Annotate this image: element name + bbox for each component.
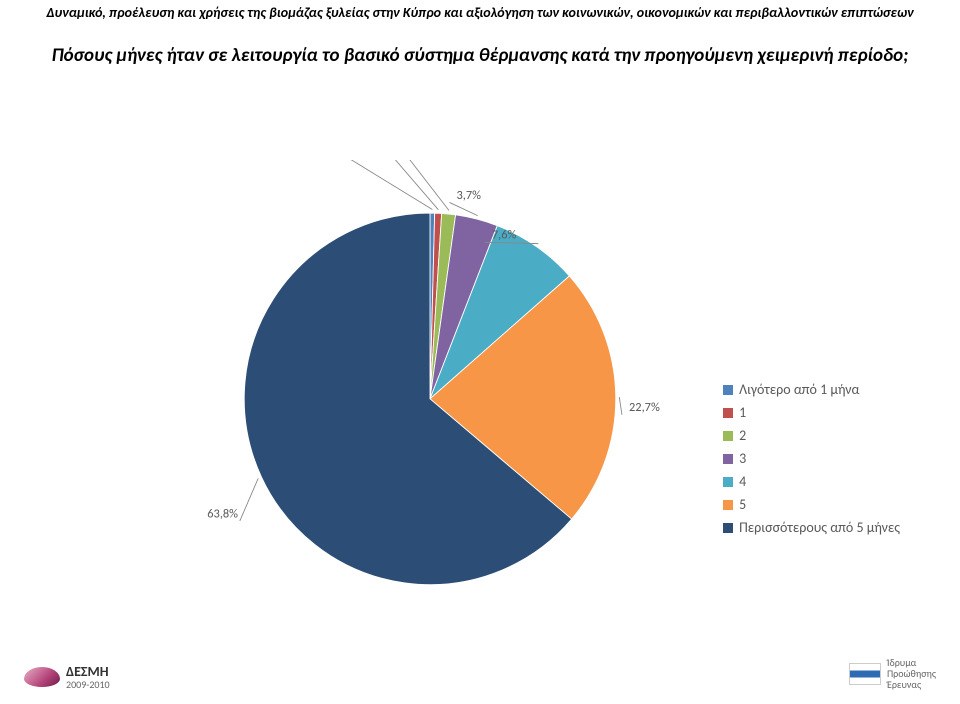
legend-label-1: 1 (739, 404, 746, 421)
footer-right-line3: Έρευνας (887, 679, 936, 690)
legend-label-3: 3 (739, 450, 746, 467)
legend: Λιγότερο από 1 μήνα 1 2 3 4 5 Περισσότερους απ… (723, 375, 900, 542)
legend-swatch-0 (723, 385, 733, 395)
slice-label-4: 7,6% (492, 228, 517, 243)
chart-area: 0,4%0,6%1,2%3,7%7,6%22,7%63,8% Λιγότερο … (0, 120, 960, 640)
legend-item-4: 4 (723, 473, 900, 490)
legend-swatch-3 (723, 454, 733, 464)
foundation-logo-icon (849, 663, 881, 685)
slice-label-5: 22,7% (629, 400, 660, 415)
legend-label-2: 2 (739, 427, 746, 444)
footer-left-logo: ΔΕΣΜΗ 2009-2010 (24, 664, 110, 690)
legend-label-6: Περισσότερους από 5 μήνες (739, 519, 900, 536)
footer-right-logo: Ίδρυμα Προώθησης Έρευνας (849, 657, 936, 690)
legend-swatch-5 (723, 500, 733, 510)
footer-right-text: Ίδρυμα Προώθησης Έρευνας (887, 657, 936, 690)
footer-left-line1: ΔΕΣΜΗ (66, 664, 110, 679)
legend-item-6: Περισσότερους από 5 μήνες (723, 519, 900, 536)
legend-item-2: 2 (723, 427, 900, 444)
legend-swatch-2 (723, 431, 733, 441)
slice-label-3: 3,7% (457, 188, 482, 203)
legend-label-4: 4 (739, 473, 746, 490)
legend-item-1: 1 (723, 404, 900, 421)
legend-label-0: Λιγότερο από 1 μήνα (739, 381, 859, 398)
legend-item-5: 5 (723, 496, 900, 513)
legend-label-5: 5 (739, 496, 746, 513)
legend-swatch-1 (723, 408, 733, 418)
desmi-logo-icon (24, 667, 60, 687)
page-header: Δυναμικό, προέλευση και χρήσεις της βιομ… (0, 4, 960, 21)
footer-left-text: ΔΕΣΜΗ 2009-2010 (66, 664, 110, 690)
footer-left-line2: 2009-2010 (66, 679, 110, 690)
pie-chart: 0,4%0,6%1,2%3,7%7,6%22,7%63,8% (200, 160, 660, 620)
legend-item-3: 3 (723, 450, 900, 467)
chart-title: Πόσους μήνες ήταν σε λειτουργία το βασικ… (0, 44, 960, 69)
legend-item-0: Λιγότερο από 1 μήνα (723, 381, 900, 398)
slice-label-6: 63,8% (207, 506, 238, 521)
legend-swatch-4 (723, 477, 733, 487)
legend-swatch-6 (723, 523, 733, 533)
